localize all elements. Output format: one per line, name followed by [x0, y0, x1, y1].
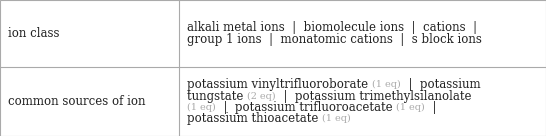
- Text: (1 eq): (1 eq): [396, 103, 425, 112]
- Text: tungstate: tungstate: [187, 89, 247, 103]
- Text: (1 eq): (1 eq): [322, 114, 351, 123]
- Text: group 1 ions  |  monatomic cations  |  s block ions: group 1 ions | monatomic cations | s blo…: [187, 33, 482, 46]
- Text: |: |: [425, 101, 436, 114]
- Text: (2 eq): (2 eq): [247, 92, 276, 101]
- Text: |  potassium trifluoroacetate: | potassium trifluoroacetate: [216, 101, 396, 114]
- Text: potassium thioacetate: potassium thioacetate: [187, 112, 322, 125]
- Text: common sources of ion: common sources of ion: [8, 95, 145, 108]
- Text: alkali metal ions  |  biomolecule ions  |  cations  |: alkali metal ions | biomolecule ions | c…: [187, 21, 477, 34]
- Text: ion class: ion class: [8, 27, 60, 40]
- Text: (1 eq): (1 eq): [187, 103, 216, 112]
- Text: |  potassium trimethylsilanolate: | potassium trimethylsilanolate: [276, 89, 471, 103]
- Text: |  potassium: | potassium: [401, 78, 480, 91]
- Text: potassium vinyltrifluoroborate: potassium vinyltrifluoroborate: [187, 78, 372, 91]
- Text: (1 eq): (1 eq): [372, 80, 401, 89]
